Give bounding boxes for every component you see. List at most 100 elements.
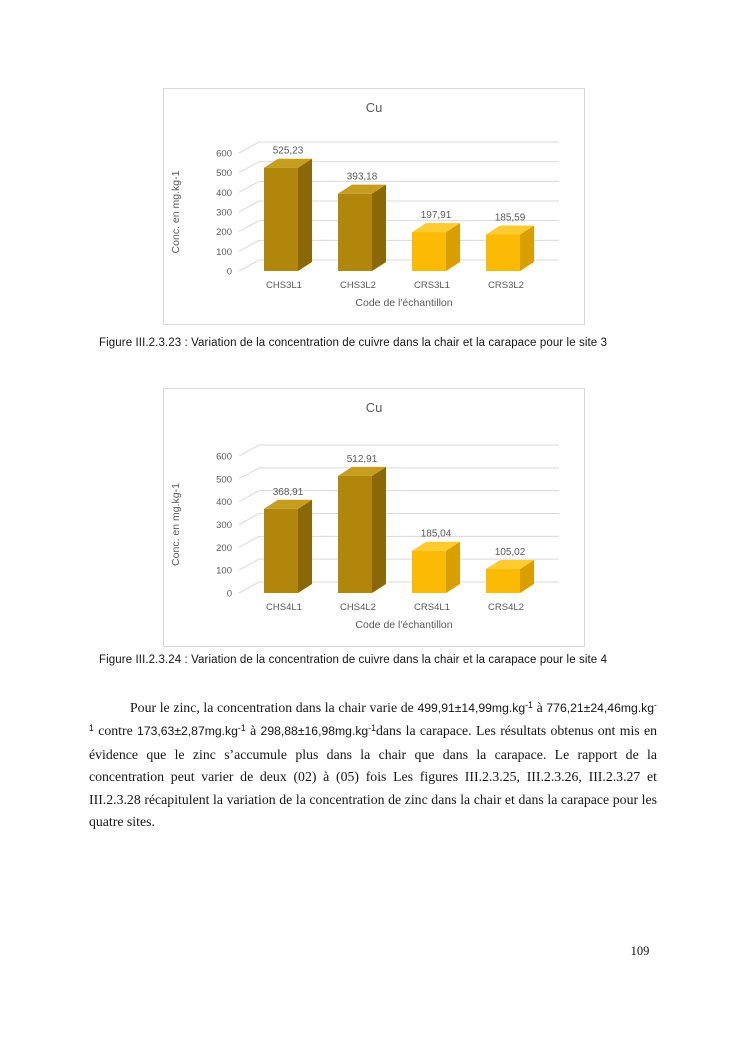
figure-caption-site4: Figure III.2.3.24 : Variation de la conc… bbox=[99, 654, 608, 666]
x-tick-label: CRS3L1 bbox=[414, 280, 450, 291]
figure-caption-site3: Figure III.2.3.23 : Variation de la conc… bbox=[99, 337, 608, 349]
bar-CRS4L1 bbox=[412, 541, 460, 593]
bar-front-face bbox=[264, 167, 298, 271]
y-tick-label: 500 bbox=[216, 168, 232, 179]
text-run: contre bbox=[93, 723, 138, 739]
bar-chart-cu-site3: Cu 0 100 200 300 400 500 600 525,23 CHS3L1 393,18 C… bbox=[170, 100, 559, 309]
bar-front-face bbox=[264, 508, 298, 593]
x-axis-title: Code de l'échantillon bbox=[355, 619, 452, 631]
y-axis-title: Conc. en mg.kg-1 bbox=[170, 483, 182, 566]
bar-front-face bbox=[412, 550, 446, 593]
gridline-connector bbox=[238, 513, 260, 525]
y-tick-label: 400 bbox=[216, 497, 232, 508]
gridline-connector bbox=[238, 239, 260, 252]
text-run: -1 bbox=[525, 699, 533, 710]
y-tick-label: 400 bbox=[216, 188, 232, 199]
text-run: dans la carapace. Les résultats obtenus … bbox=[89, 723, 658, 830]
bar-CHS3L1 bbox=[264, 158, 312, 271]
text-run: à bbox=[245, 723, 261, 739]
x-tick-label: CHS3L1 bbox=[266, 280, 302, 291]
bar-top-face bbox=[264, 158, 312, 168]
bar-chart-cu-site4: Cu 0 100 200 300 400 500 600 368,91 CHS4L1 512,91 C… bbox=[170, 400, 559, 631]
text-run: 499,91±14,99mg.kg bbox=[417, 701, 526, 715]
text-run: -1 bbox=[237, 722, 246, 733]
page-number: 109 bbox=[630, 944, 650, 958]
figure-cu-site3: Cu 0 100 200 300 400 500 600 525,23 CHS3L1 393,18 C… bbox=[163, 88, 585, 325]
gridline-connector bbox=[238, 490, 260, 503]
bar-side-face bbox=[372, 184, 386, 271]
gridline-connector bbox=[238, 558, 260, 571]
y-tick-label: 600 bbox=[216, 149, 232, 160]
bar-front-face bbox=[338, 475, 372, 593]
x-tick-label: CRS3L2 bbox=[488, 280, 524, 291]
text-run: -1 bbox=[89, 699, 657, 733]
bar-top-face bbox=[412, 541, 460, 551]
bar-value-label: 368,91 bbox=[273, 487, 304, 498]
bar-front-face bbox=[486, 569, 520, 593]
bar-value-label: 185,59 bbox=[495, 213, 526, 224]
y-tick-label: 300 bbox=[216, 208, 232, 219]
bar-top-face bbox=[338, 184, 386, 194]
text-run: 298,88±16,98mg.kg bbox=[260, 724, 369, 739]
bar-side-face bbox=[446, 223, 460, 271]
x-tick-label: CHS3L2 bbox=[340, 280, 376, 291]
text-run: Pour le zinc, la concentration dans la c… bbox=[130, 700, 418, 715]
y-tick-label: 0 bbox=[227, 589, 232, 600]
x-tick-label: CHS4L1 bbox=[266, 602, 302, 613]
gridline-connector bbox=[238, 535, 260, 548]
gridline-connector bbox=[238, 581, 260, 594]
bar-value-label: 105,02 bbox=[495, 547, 526, 558]
gridline-connector bbox=[238, 161, 260, 174]
bar-value-label: 197,91 bbox=[421, 210, 452, 221]
y-tick-label: 100 bbox=[216, 247, 232, 258]
y-tick-label: 200 bbox=[216, 543, 232, 554]
bar-side-face bbox=[372, 466, 386, 593]
y-tick-label: 200 bbox=[216, 227, 232, 238]
y-axis-title: Conc. en mg.kg-1 bbox=[170, 170, 182, 253]
bar-side-face bbox=[298, 499, 312, 593]
bar-front-face bbox=[338, 193, 372, 271]
bar-CHS4L1 bbox=[264, 499, 312, 593]
bar-front-face bbox=[412, 232, 446, 271]
bar-side-face bbox=[298, 158, 312, 271]
bar-value-label: 185,04 bbox=[421, 529, 452, 540]
gridline-connector bbox=[238, 220, 260, 233]
bar-value-label: 512,91 bbox=[347, 454, 378, 465]
y-tick-label: 600 bbox=[216, 452, 232, 463]
gridline-connector bbox=[238, 200, 260, 213]
bar-CHS3L2 bbox=[338, 184, 386, 271]
bar-side-face bbox=[446, 541, 460, 593]
x-tick-label: CHS4L2 bbox=[340, 602, 376, 613]
chart-title: Cu bbox=[366, 100, 383, 115]
x-tick-label: CRS4L2 bbox=[488, 602, 524, 613]
bar-CRS3L1 bbox=[412, 223, 460, 271]
bar-CRS3L2 bbox=[486, 225, 534, 271]
text-run: à bbox=[532, 700, 547, 715]
gridline-connector bbox=[238, 180, 260, 193]
bar-value-label: 393,18 bbox=[347, 172, 378, 183]
text-run: 173,63±2,87mg.kg bbox=[137, 724, 238, 739]
figure-cu-site4: Cu 0 100 200 300 400 500 600 368,91 CHS4L1 512,91 C… bbox=[163, 388, 585, 647]
x-tick-label: CRS4L1 bbox=[414, 602, 450, 613]
bar-top-face bbox=[264, 499, 312, 509]
bar-side-face bbox=[520, 225, 534, 271]
text-run: -1 bbox=[368, 722, 377, 733]
bar-side-face bbox=[520, 560, 534, 593]
bar-CRS4L2 bbox=[486, 560, 534, 593]
y-tick-label: 100 bbox=[216, 566, 232, 577]
bar-top-face bbox=[338, 466, 386, 476]
bar-value-label: 525,23 bbox=[273, 146, 304, 157]
gridline-connector bbox=[238, 141, 260, 154]
y-tick-label: 500 bbox=[216, 474, 232, 485]
y-tick-label: 0 bbox=[227, 267, 232, 278]
y-tick-label: 300 bbox=[216, 520, 232, 531]
x-axis-title: Code de l'échantillon bbox=[355, 297, 452, 309]
chart-title: Cu bbox=[366, 400, 383, 415]
gridline-connector bbox=[238, 259, 260, 272]
gridline-connector bbox=[238, 444, 260, 457]
bar-front-face bbox=[486, 234, 520, 271]
gridline-connector bbox=[238, 467, 260, 480]
bar-top-face bbox=[486, 225, 534, 235]
bar-CHS4L2 bbox=[338, 466, 386, 593]
